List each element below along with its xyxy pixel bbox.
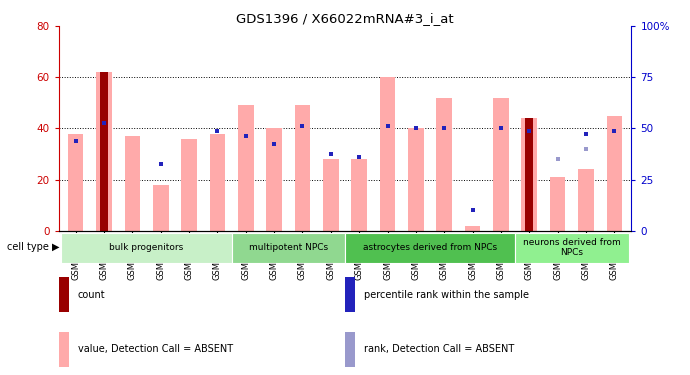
Bar [125, 136, 140, 231]
Bar [96, 72, 112, 231]
Bar [408, 128, 424, 231]
Bar [380, 77, 395, 231]
Bar [100, 72, 108, 231]
Bar [181, 139, 197, 231]
Bar [525, 118, 533, 231]
Bar [61, 232, 232, 262]
Bar [153, 184, 168, 231]
Bar [515, 232, 629, 262]
Bar [238, 105, 253, 231]
Bar [59, 332, 69, 367]
Bar [68, 134, 83, 231]
Text: neurons derived from
NPCs: neurons derived from NPCs [523, 238, 621, 257]
Text: cell type ▶: cell type ▶ [7, 243, 59, 252]
Text: multipotent NPCs: multipotent NPCs [248, 243, 328, 252]
Bar [578, 170, 594, 231]
Text: count: count [77, 290, 105, 300]
Text: value, Detection Call = ABSENT: value, Detection Call = ABSENT [77, 344, 233, 354]
Bar [232, 232, 345, 262]
Text: bulk progenitors: bulk progenitors [110, 243, 184, 252]
Text: astrocytes derived from NPCs: astrocytes derived from NPCs [363, 243, 497, 252]
Bar [522, 118, 537, 231]
Text: percentile rank within the sample: percentile rank within the sample [364, 290, 529, 300]
Bar [295, 105, 310, 231]
Bar [493, 98, 509, 231]
Text: rank, Detection Call = ABSENT: rank, Detection Call = ABSENT [364, 344, 514, 354]
Bar [323, 159, 339, 231]
Bar [351, 159, 367, 231]
Bar [266, 128, 282, 231]
Bar [345, 232, 515, 262]
Bar [59, 277, 69, 312]
Bar [607, 116, 622, 231]
Bar [345, 332, 355, 367]
Title: GDS1396 / X66022mRNA#3_i_at: GDS1396 / X66022mRNA#3_i_at [236, 12, 454, 25]
Bar [437, 98, 452, 231]
Bar [345, 277, 355, 312]
Bar [210, 134, 225, 231]
Bar [550, 177, 565, 231]
Bar [465, 225, 480, 231]
